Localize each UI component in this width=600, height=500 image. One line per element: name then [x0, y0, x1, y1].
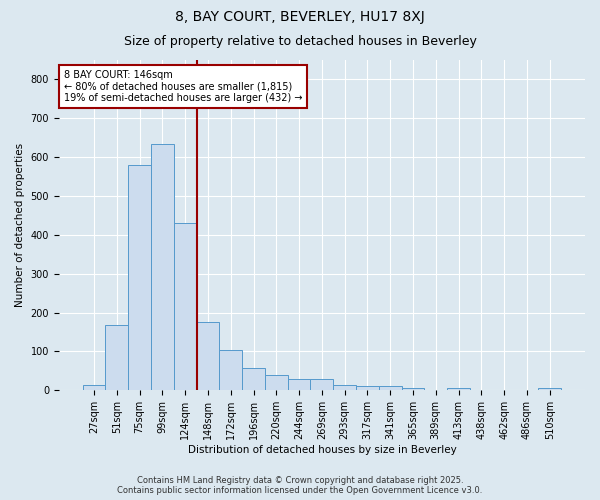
Bar [106, 325, 128, 390]
Bar [151, 144, 174, 390]
Text: Size of property relative to detached houses in Beverley: Size of property relative to detached ho… [124, 35, 476, 48]
Bar [447, 388, 470, 390]
Bar [242, 368, 265, 390]
Bar [83, 384, 106, 390]
Bar [220, 350, 242, 391]
Bar [288, 378, 310, 390]
Y-axis label: Number of detached properties: Number of detached properties [15, 143, 25, 307]
Bar [310, 378, 333, 390]
Bar [401, 388, 424, 390]
Bar [174, 223, 197, 390]
X-axis label: Distribution of detached houses by size in Beverley: Distribution of detached houses by size … [188, 445, 456, 455]
Bar [128, 165, 151, 390]
Bar [197, 322, 220, 390]
Bar [379, 386, 401, 390]
Text: 8, BAY COURT, BEVERLEY, HU17 8XJ: 8, BAY COURT, BEVERLEY, HU17 8XJ [175, 10, 425, 24]
Bar [265, 375, 288, 390]
Bar [356, 386, 379, 390]
Text: 8 BAY COURT: 146sqm
← 80% of detached houses are smaller (1,815)
19% of semi-det: 8 BAY COURT: 146sqm ← 80% of detached ho… [64, 70, 302, 103]
Bar [333, 384, 356, 390]
Bar [538, 388, 561, 390]
Text: Contains HM Land Registry data © Crown copyright and database right 2025.
Contai: Contains HM Land Registry data © Crown c… [118, 476, 482, 495]
